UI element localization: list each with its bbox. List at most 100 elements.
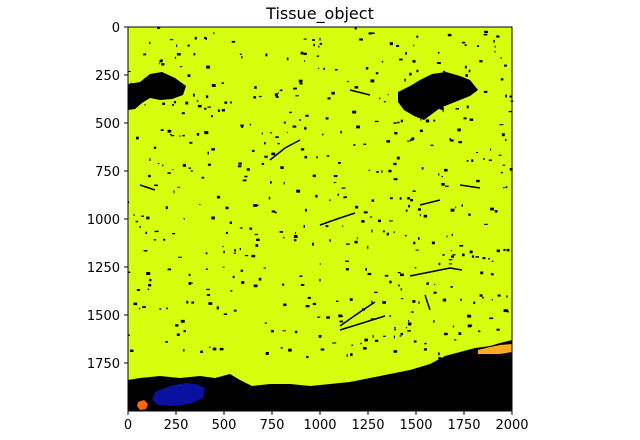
- background-speck: [256, 238, 260, 241]
- y-tick-label: 1750: [87, 357, 120, 372]
- background-speck: [345, 268, 349, 271]
- background-speck: [182, 163, 186, 167]
- y-tick-label: 1000: [87, 213, 120, 228]
- background-speck: [251, 149, 255, 152]
- background-speck: [356, 237, 358, 240]
- background-speck: [396, 156, 400, 160]
- background-speck: [205, 268, 208, 270]
- background-speck: [393, 122, 397, 124]
- background-speck: [206, 288, 210, 291]
- background-speck: [277, 92, 279, 94]
- background-speck: [329, 199, 331, 201]
- background-speck: [425, 119, 430, 123]
- background-speck: [149, 41, 151, 45]
- background-speck: [379, 97, 381, 100]
- background-speck: [468, 213, 471, 216]
- background-speck: [466, 105, 469, 109]
- background-speck: [365, 268, 367, 271]
- background-speck: [414, 267, 417, 269]
- background-speck: [241, 281, 245, 284]
- background-speck: [255, 204, 259, 207]
- background-speck: [488, 159, 492, 161]
- background-speck: [338, 162, 341, 164]
- background-speck: [162, 102, 166, 105]
- background-speck: [434, 283, 436, 286]
- background-speck: [441, 176, 443, 178]
- background-speck: [462, 253, 465, 257]
- background-speck: [242, 179, 247, 182]
- background-speck: [430, 144, 434, 146]
- background-speck: [238, 162, 242, 165]
- background-speck: [128, 334, 130, 336]
- background-speck: [209, 346, 211, 348]
- background-speck: [504, 309, 508, 313]
- background-speck: [186, 300, 189, 304]
- background-speck: [193, 93, 195, 97]
- background-speck: [372, 335, 374, 338]
- background-speck: [407, 330, 411, 332]
- background-speck: [359, 38, 363, 41]
- background-speck: [307, 296, 311, 299]
- background-speck: [336, 300, 339, 302]
- background-speck: [499, 124, 504, 126]
- background-speck: [389, 280, 392, 284]
- background-speck: [490, 148, 492, 151]
- background-speck: [182, 134, 185, 137]
- background-speck: [130, 349, 134, 352]
- background-speck: [418, 237, 420, 240]
- background-speck: [361, 220, 365, 223]
- background-speck: [303, 225, 305, 228]
- background-speck: [341, 315, 344, 317]
- background-speck: [240, 124, 244, 127]
- background-speck: [187, 44, 190, 47]
- background-speck: [413, 340, 417, 343]
- background-speck: [319, 42, 323, 45]
- background-speck: [229, 221, 232, 224]
- background-speck: [207, 106, 211, 108]
- background-speck: [282, 283, 285, 286]
- background-speck: [274, 211, 277, 214]
- background-speck: [436, 84, 438, 87]
- background-speck: [183, 218, 185, 220]
- background-speck: [371, 300, 373, 304]
- background-speck: [159, 308, 162, 310]
- background-speck: [346, 243, 350, 245]
- background-speck: [176, 44, 178, 48]
- background-speck: [196, 100, 199, 102]
- background-speck: [327, 97, 331, 100]
- background-speck: [374, 120, 379, 123]
- tissue-streaks: [139, 89, 481, 331]
- background-speck: [459, 81, 464, 84]
- background-speck: [504, 64, 507, 67]
- background-speck: [376, 171, 379, 173]
- background-speck: [352, 110, 357, 114]
- background-speck: [153, 146, 157, 149]
- background-speck: [253, 204, 257, 207]
- y-tick-label: 250: [95, 69, 120, 84]
- background-speck: [178, 256, 182, 258]
- background-speck: [460, 298, 462, 301]
- background-speck: [503, 309, 506, 312]
- background-speck: [299, 275, 303, 277]
- background-speck: [154, 184, 158, 187]
- background-speck: [264, 155, 268, 158]
- background-speck: [370, 79, 375, 83]
- background-speck: [240, 269, 244, 272]
- background-speck: [507, 310, 509, 313]
- background-speck: [433, 320, 435, 323]
- background-speck: [400, 288, 402, 291]
- background-speck: [201, 176, 205, 179]
- background-speck: [384, 274, 389, 277]
- background-speck: [174, 94, 177, 97]
- background-bottom-band: [128, 340, 512, 411]
- background-speck: [346, 354, 348, 357]
- background-speck: [444, 332, 448, 336]
- background-speck: [398, 284, 400, 287]
- background-speck: [454, 78, 459, 81]
- background-speck: [412, 300, 416, 303]
- background-speck: [459, 245, 464, 247]
- background-speck: [175, 324, 179, 327]
- background-speck: [471, 159, 474, 162]
- background-speck: [482, 257, 486, 260]
- background-speck: [316, 55, 320, 57]
